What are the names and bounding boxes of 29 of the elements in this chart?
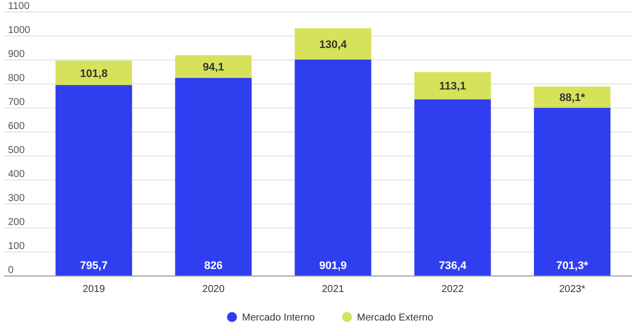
y-tick-label: 500 xyxy=(8,145,26,156)
legend-label: Mercado Interno xyxy=(242,312,316,324)
y-tick-label: 1100 xyxy=(8,1,30,12)
y-tick-label: 900 xyxy=(8,49,26,60)
y-tick-label: 200 xyxy=(8,217,26,228)
y-tick-label: 400 xyxy=(8,169,26,180)
y-tick-label: 700 xyxy=(8,97,26,108)
data-label: 88,1* xyxy=(559,92,586,104)
legend-label: Mercado Externo xyxy=(357,312,434,324)
data-label: 113,1 xyxy=(439,80,466,93)
x-tick-label: 2023* xyxy=(559,284,586,295)
y-tick-label: 100 xyxy=(8,241,26,252)
x-tick-label: 2021 xyxy=(322,284,345,295)
y-tick-label: 1000 xyxy=(8,25,31,36)
y-tick-label: 0 xyxy=(8,265,14,276)
data-label: 701,3* xyxy=(556,260,589,272)
x-tick-label: 2022 xyxy=(441,284,464,295)
y-tick-label: 600 xyxy=(8,121,26,132)
y-tick-label: 800 xyxy=(8,73,26,84)
data-label: 736,4 xyxy=(438,260,468,272)
y-tick-label: 300 xyxy=(8,193,26,204)
data-label: 901,9 xyxy=(319,260,347,272)
data-label: 826 xyxy=(204,260,223,272)
data-label: 795,7 xyxy=(80,260,108,272)
data-label: 130,4 xyxy=(319,38,348,51)
data-label: 101,8 xyxy=(80,68,108,80)
x-tick-label: 2020 xyxy=(202,284,225,295)
x-tick-label: 2019 xyxy=(82,284,106,295)
data-label: 94,1 xyxy=(202,61,224,74)
